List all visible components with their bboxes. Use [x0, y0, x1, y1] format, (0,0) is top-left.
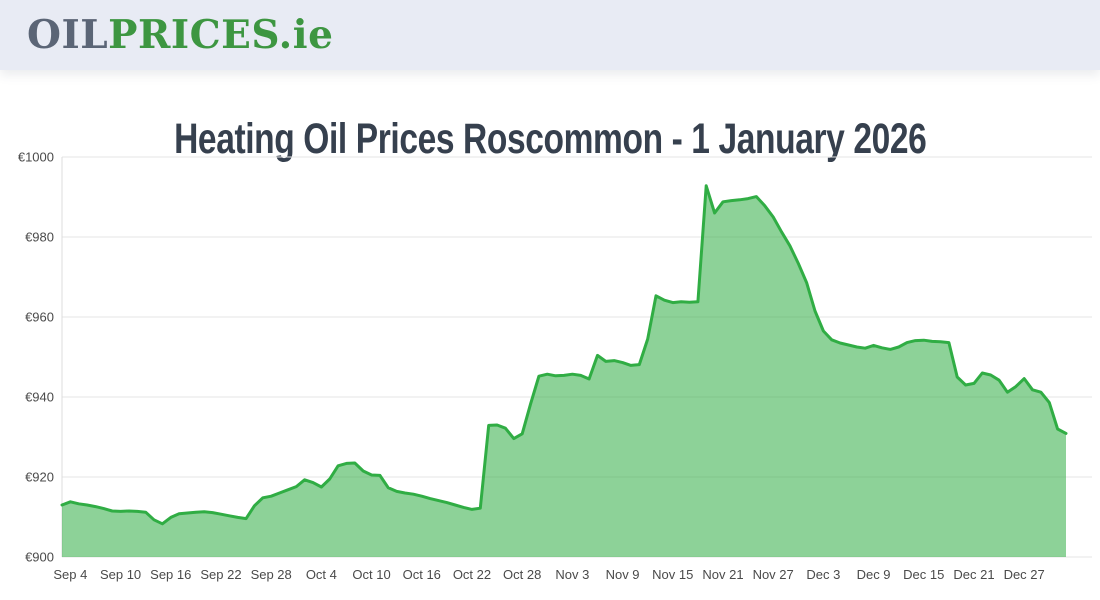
x-tick-label: Nov 27: [753, 567, 794, 582]
x-tick-label: Oct 22: [453, 567, 491, 582]
site-header: OILPRICES.ie: [0, 0, 1100, 70]
y-tick-label: €920: [25, 470, 54, 485]
y-tick-label: €1000: [18, 150, 54, 165]
y-axis-labels: €900 €920 €940 €960 €980 €1000: [18, 150, 54, 565]
x-tick-label: Oct 28: [503, 567, 541, 582]
page-title-wrap: Heating Oil Prices Roscommon - 1 January…: [0, 86, 1100, 193]
price-line: [60, 184, 1068, 526]
x-tick-label: Nov 3: [555, 567, 589, 582]
x-tick-label: Dec 27: [1004, 567, 1045, 582]
price-area-fill: [62, 185, 1066, 558]
x-tick-label: Nov 9: [606, 567, 640, 582]
x-tick-label: Oct 4: [306, 567, 337, 582]
x-tick-label: Sep 4: [53, 567, 87, 582]
x-tick-label: Dec 15: [903, 567, 944, 582]
x-tick-label: Oct 16: [403, 567, 441, 582]
y-tick-label: €980: [25, 230, 54, 245]
x-axis-labels: Sep 4 Sep 10 Sep 16 Sep 22 Sep 28 Oct 4 Oct 10…: [53, 567, 1044, 582]
logo-text-prices: PRICES: [108, 11, 279, 58]
x-tick-label: Dec 3: [806, 567, 840, 582]
y-tick-label: €900: [25, 550, 54, 565]
x-tick-label: Sep 16: [150, 567, 191, 582]
page-title: Heating Oil Prices Roscommon - 1 January…: [173, 114, 927, 163]
y-tick-label: €960: [25, 310, 54, 325]
x-tick-label: Sep 28: [251, 567, 292, 582]
oilprices-logo[interactable]: OILPRICES.ie: [27, 15, 333, 55]
x-tick-label: Sep 10: [100, 567, 141, 582]
logo-text-ie: .ie: [278, 11, 334, 58]
x-tick-label: Dec 9: [857, 567, 891, 582]
y-tick-label: €940: [25, 390, 54, 405]
x-tick-label: Oct 10: [352, 567, 390, 582]
x-tick-label: Sep 22: [200, 567, 241, 582]
x-tick-label: Nov 15: [652, 567, 693, 582]
x-tick-label: Nov 21: [702, 567, 743, 582]
logo-text-oil: OIL: [27, 11, 109, 58]
x-tick-label: Dec 21: [953, 567, 994, 582]
